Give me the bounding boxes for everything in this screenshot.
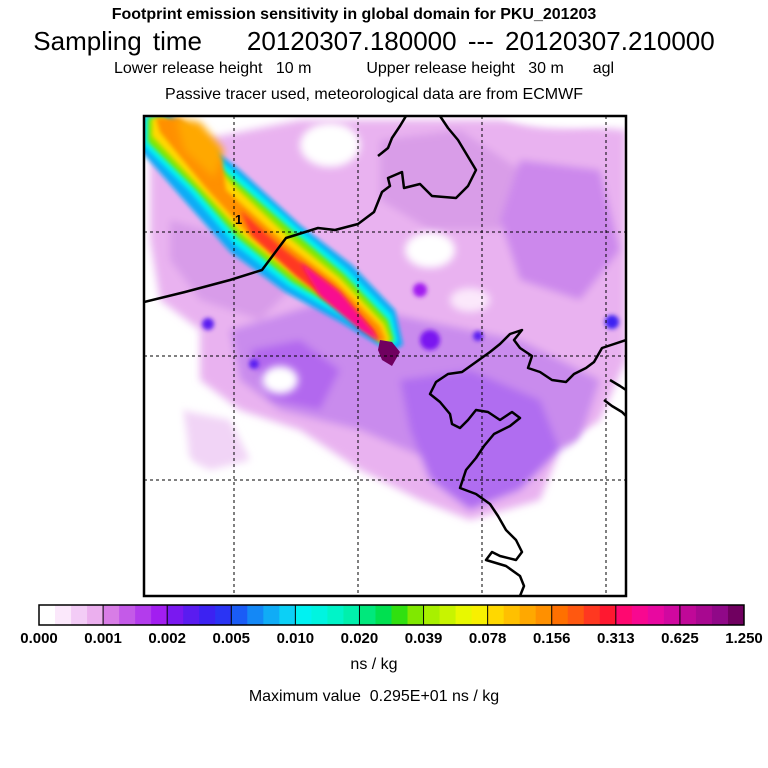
colorbar-frame xyxy=(38,604,745,626)
colorbar-swatch xyxy=(119,605,136,625)
colorbar-swatch xyxy=(199,605,216,625)
colorbar-swatch xyxy=(551,605,569,625)
colorbar-swatch xyxy=(375,605,392,625)
hotspots xyxy=(202,283,619,369)
colorbar-swatch xyxy=(343,605,360,625)
colorbar-swatch xyxy=(631,605,649,625)
unit-label: ns / kg xyxy=(350,656,398,673)
sampling-end: 20120307.210000 xyxy=(505,26,715,56)
colorbar-label: 0.010 xyxy=(276,630,315,647)
maximum-label: Maximum value xyxy=(248,688,361,705)
coastline-island xyxy=(609,378,626,392)
colorbar-swatch xyxy=(167,605,184,625)
colorbar-label: 0.002 xyxy=(148,630,186,647)
coastline-peninsula xyxy=(377,116,408,157)
coastline-north xyxy=(144,116,478,304)
colorbar-swatch xyxy=(183,605,200,625)
colorbar-swatch xyxy=(711,605,729,625)
colorbar-swatch xyxy=(647,605,665,625)
map-frame xyxy=(142,114,628,598)
colorbar-swatch xyxy=(663,605,681,625)
colorbar-swatch xyxy=(359,605,376,625)
colorbar-swatch xyxy=(103,605,120,625)
colorbar-swatch xyxy=(535,605,553,625)
release-site xyxy=(378,340,400,366)
upper-release-ref: agl xyxy=(592,60,615,77)
coastlines xyxy=(144,116,626,596)
colorbar-swatch xyxy=(71,605,88,625)
colorbar-swatch xyxy=(599,605,617,625)
colorbar-swatch xyxy=(727,605,745,625)
colorbar-label: 0.001 xyxy=(84,630,122,647)
release-marker: 1 xyxy=(235,212,242,227)
sampling-start: 20120307.180000 xyxy=(246,26,457,56)
colorbar-swatch xyxy=(519,605,537,625)
tracer-note: Passive tracer used, meteorological data… xyxy=(165,86,583,103)
colorbar-swatch xyxy=(583,605,601,625)
colorbar-swatch xyxy=(55,605,72,625)
colorbar-labels: 0.000 0.001 0.002 0.005 0.010 0.020 0.039 0.078… xyxy=(0,630,768,650)
colorbar-swatch xyxy=(695,605,713,625)
colorbar-swatch xyxy=(311,605,328,625)
upper-release-label: Upper release height xyxy=(366,60,515,77)
colorbar-label: 0.078 xyxy=(468,630,507,647)
colorbar-label: 1.250 xyxy=(725,630,763,647)
upper-release-value: 30 m xyxy=(528,60,564,77)
colorbar-swatch xyxy=(279,605,296,625)
colorbar-swatch xyxy=(679,605,697,625)
colorbar-swatch xyxy=(263,605,280,625)
sampling-separator: --- xyxy=(467,26,494,56)
colorbar-label: 0.039 xyxy=(404,630,443,647)
colorbar-swatch xyxy=(423,605,440,625)
maximum-value: Maximum value 0.295E+01 ns / kg xyxy=(0,688,768,706)
colorbar-swatch xyxy=(439,605,456,625)
colorbar-label: 0.313 xyxy=(597,630,635,647)
colorbar-swatch xyxy=(215,605,232,625)
colorbar-label: 0.156 xyxy=(532,630,571,647)
chart-title: Footprint emission sensitivity in global… xyxy=(111,6,597,23)
colorbar-swatch xyxy=(471,605,489,625)
colorbar-swatch xyxy=(503,605,521,625)
colorbar-label: 0.625 xyxy=(661,630,699,647)
colorbar-label: 0.005 xyxy=(212,630,251,647)
colorbar-swatch xyxy=(295,605,312,625)
sensitivity-field xyxy=(144,116,626,596)
sampling-label: Sampling time xyxy=(33,26,203,56)
colorbar-swatch xyxy=(87,605,104,625)
colorbar-label: 0.000 xyxy=(20,630,58,647)
maximum-number: 0.295E+01 ns / kg xyxy=(369,688,500,705)
graticule xyxy=(144,116,626,596)
colorbar-swatch xyxy=(567,605,585,625)
colorbar-swatch xyxy=(231,605,248,625)
coastline-island-2 xyxy=(603,399,626,417)
colorbar-swatch xyxy=(391,605,408,625)
lower-release-label: Lower release height xyxy=(113,60,263,77)
white-pockets xyxy=(144,116,626,596)
colorbar xyxy=(38,604,745,626)
colorbar-swatch xyxy=(151,605,168,625)
colorbar-swatch xyxy=(407,605,424,625)
lower-release-value: 10 m xyxy=(275,60,312,77)
colorbar-swatch xyxy=(615,605,633,625)
colorbar-swatch xyxy=(39,605,56,625)
colorbar-label: 0.020 xyxy=(340,630,379,647)
coastline-east xyxy=(428,328,626,596)
colorbar-swatch xyxy=(327,605,344,625)
sampling-time: Sampling time 20120307.180000 --- 201203… xyxy=(0,26,768,57)
colorbar-swatch xyxy=(455,605,473,625)
colorbar-swatch xyxy=(247,605,264,625)
colorbar-swatch xyxy=(135,605,152,625)
colorbar-swatch xyxy=(487,605,505,625)
release-heights: Lower release height 10 m Upper release … xyxy=(0,60,768,78)
